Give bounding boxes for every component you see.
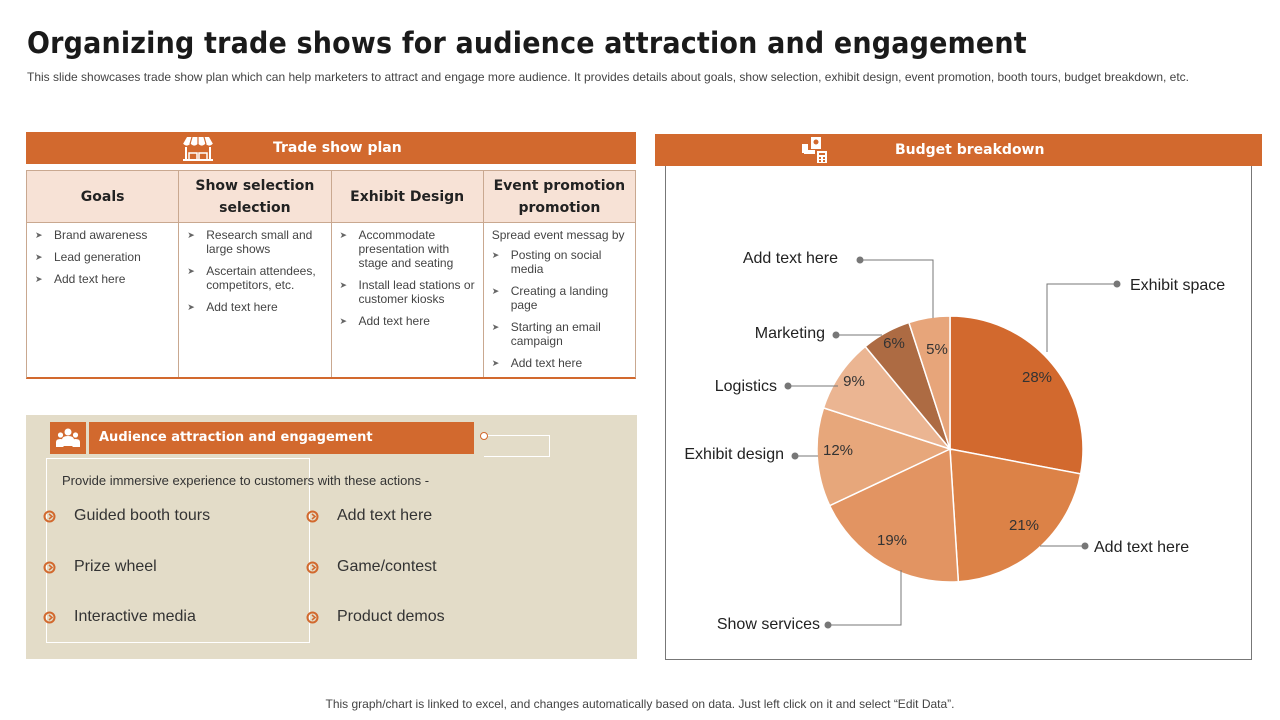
arrow-circle-icon (306, 510, 319, 523)
plan-column-event-promotion: Event promotion promotion Spread event m… (483, 171, 635, 377)
slice-value-label: 19% (877, 532, 907, 549)
arrow-circle-icon (43, 561, 56, 574)
leader-dot (1081, 542, 1089, 550)
budget-breakdown-header: Budget breakdown (655, 134, 1262, 166)
budget-chart-frame (665, 166, 1252, 660)
audience-header: Audience attraction and engagement (89, 422, 474, 454)
leader-dot (1113, 280, 1121, 288)
list-item: ➤ Lead generation (35, 250, 141, 264)
arrow-circle-icon (306, 611, 319, 624)
column-intro: Spread event messag by (491, 228, 625, 242)
leader-dot (824, 621, 832, 629)
list-item: ➤ Starting an email campaign (491, 320, 601, 348)
leader-dot (856, 256, 864, 264)
pie-slice (816, 406, 953, 507)
footnote: This graph/chart is linked to excel, and… (325, 697, 955, 711)
arrow-circle-icon (43, 510, 56, 523)
slice-value-label: 28% (1022, 369, 1052, 386)
column-heading: Event promotion promotion (483, 171, 635, 223)
list-item: ➤ Research small and large shows (187, 228, 313, 256)
list-item: ➤ Posting on social media (491, 248, 602, 276)
trade-show-plan-table: Goals ➤ Brand awareness ➤ Lead generation … (26, 170, 636, 379)
action-item: Guided booth tours (43, 507, 210, 525)
connector-dot (480, 432, 488, 440)
arrow-circle-icon (43, 611, 56, 624)
pie-slice (949, 448, 1082, 583)
list-item: ➤ Add text here (339, 314, 430, 328)
list-item: ➤ Ascertain attendees, competitors, etc. (187, 264, 316, 292)
slice-label: Marketing (755, 325, 825, 342)
action-item: Prize wheel (43, 558, 157, 576)
column-heading: Exhibit Design (331, 171, 483, 223)
slice-label: Exhibit space (1130, 277, 1225, 294)
leader-dot (791, 452, 799, 460)
trade-show-plan-title: Trade show plan (273, 140, 402, 156)
budget-breakdown-title: Budget breakdown (895, 142, 1045, 158)
list-item: ➤ Add text here (187, 300, 278, 314)
action-item: Game/contest (306, 558, 437, 576)
audience-icon-box (50, 422, 86, 454)
audience-panel: Audience attraction and engagement Provi… (26, 415, 637, 659)
plan-column-goals: Goals ➤ Brand awareness ➤ Lead generation … (27, 171, 180, 377)
slice-label: Add text here (743, 250, 838, 267)
slice-value-label: 9% (843, 373, 865, 390)
slice-value-label: 6% (883, 335, 905, 352)
pie-slice (828, 447, 960, 583)
page-title: Organizing trade shows for audience attr… (27, 26, 1027, 60)
outline-frame (46, 458, 310, 643)
column-heading: Show selection selection (179, 171, 331, 223)
plan-column-show-selection: Show selection selection ➤ Research small… (179, 171, 332, 377)
list-item: ➤ Add text here (35, 272, 126, 286)
page-subtitle: This slide showcases trade show plan whi… (27, 70, 1190, 84)
connector-line (484, 435, 550, 457)
slice-value-label: 12% (823, 442, 853, 459)
audience-intro: Provide immersive experience to customer… (62, 473, 430, 488)
slice-label: Exhibit design (684, 446, 784, 463)
crowd-icon (56, 428, 80, 447)
budget-icon (802, 137, 827, 163)
leader-line (828, 570, 902, 626)
market-stall-icon (182, 136, 214, 161)
arrow-circle-icon (306, 561, 319, 574)
action-item: Add text here (306, 507, 432, 525)
slice-value-label: 21% (1009, 517, 1039, 534)
pie-slice (949, 315, 1084, 475)
action-item: Interactive media (43, 608, 196, 626)
leader-line (860, 259, 934, 318)
list-item: ➤ Creating a landing page (491, 284, 609, 312)
list-item: ➤ Install lead stations or customer kiosk… (339, 278, 475, 306)
leader-dot (832, 331, 840, 339)
pie-slice (907, 315, 951, 450)
action-item: Product demos (306, 608, 445, 626)
trade-show-plan-header: Trade show plan (26, 132, 636, 164)
column-heading: Goals (27, 171, 179, 223)
slice-label: Logistics (715, 378, 777, 395)
list-item: ➤ Accommodate presentation with stage and… (339, 228, 454, 270)
leader-line (1046, 283, 1117, 352)
slice-label: Add text here (1094, 539, 1189, 556)
slice-label: Show services (717, 616, 820, 633)
leader-dot (784, 382, 792, 390)
list-item: ➤ Brand awareness (35, 228, 148, 242)
slice-value-label: 5% (926, 341, 948, 358)
list-item: ➤ Add text here (491, 356, 583, 370)
plan-column-exhibit-design: Exhibit Design ➤ Accommodate presentation… (331, 171, 484, 377)
